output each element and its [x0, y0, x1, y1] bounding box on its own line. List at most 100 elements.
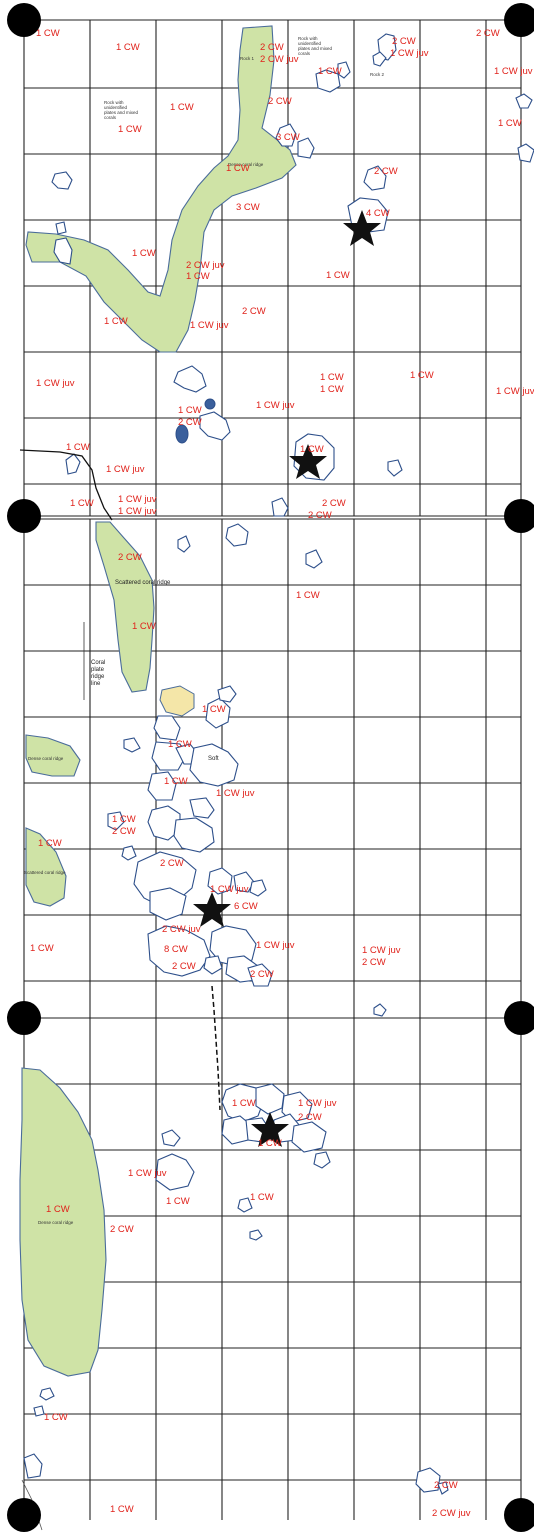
scattered-coral-ridge-left [25, 827, 67, 907]
cw-label: 1 CW [250, 1192, 274, 1203]
cw-label: 2 CW [374, 166, 398, 177]
star-marker-4 [251, 1112, 289, 1147]
feature-labels: Rock 1 Rock with unidentified plates and m… [24, 36, 385, 1225]
cw-label: 3 CW [236, 202, 260, 213]
feature-label: Coral plate ridge line [91, 660, 105, 687]
cw-label: 2 CW juv [432, 1508, 471, 1519]
cw-label: 1 CW juv [128, 1168, 167, 1179]
cw-label: 2 CW [434, 1480, 458, 1491]
cw-label: 2 CW [362, 957, 386, 968]
cw-label: 1 CW juv [210, 884, 249, 895]
cw-label: 1 CW juv [190, 320, 229, 331]
feature-label: Dense coral ridge [38, 1220, 74, 1225]
cw-label: 1 CW [164, 776, 188, 787]
cw-label: 1 CW [44, 1412, 68, 1423]
cw-label: 1 CW [170, 102, 194, 113]
cw-label: 8 CW [164, 944, 188, 955]
cw-label: 6 CW [234, 901, 258, 912]
cw-label: 1 CW juv [298, 1098, 337, 1109]
cw-label: 1 CW [46, 1204, 70, 1215]
feature-label: Soft [208, 756, 219, 762]
cw-label: 1 CW [132, 621, 156, 632]
feature-label: Rock with unidentified plates and mixed cor… [104, 100, 139, 120]
cw-label: 1 CW [318, 66, 342, 77]
cw-label: 2 CW juv [186, 260, 225, 271]
cw-label: 1 CW juv [256, 400, 295, 411]
cw-label: 2 CW [112, 826, 136, 837]
cw-label: 1 CW [118, 124, 142, 135]
feature-label: Rock 1 [240, 56, 255, 61]
cw-label: 1 CW [38, 838, 62, 849]
scattered-coral-ridge-mid [95, 521, 155, 693]
cw-label: 1 CW [498, 118, 522, 129]
cw-label: 2 CW [308, 510, 332, 521]
star-marker-3 [193, 892, 231, 927]
cw-label: 1 CW [410, 370, 434, 381]
feature-label: Rock with unidentified plates and mixed cor… [298, 36, 333, 56]
feature-label: Scattered coral ridge [24, 870, 66, 875]
feature-label: Dense coral ridge [228, 162, 264, 167]
cw-label: 1 CW [104, 316, 128, 327]
cw-label: 2 CW juv [260, 54, 299, 65]
cw-labels: 1 CW 1 CW 2 CW 2 CW juv 1 CW 2 CW 1 CW j… [30, 28, 534, 1519]
rocks [23, 33, 534, 1495]
cw-label: 2 CW [298, 1112, 322, 1123]
dense-coral-ridge-top [25, 25, 297, 353]
cw-label: 2 CW [392, 36, 416, 47]
cw-label: 1 CW [186, 271, 210, 282]
cw-label: 1 CW [320, 384, 344, 395]
cw-label: 1 CW juv [36, 378, 75, 389]
cw-label: 1 CW juv [106, 464, 145, 475]
coral-ridges [19, 25, 297, 1377]
cw-label: 2 CW [110, 1224, 134, 1235]
cw-label: 1 CW [202, 704, 226, 715]
cw-label: 2 CW [268, 96, 292, 107]
cw-label: 2 CW [160, 858, 184, 869]
cw-label: 1 CW [300, 444, 324, 455]
cw-label: 1 CW [70, 498, 94, 509]
cw-label: 1 CW juv [216, 788, 255, 799]
cw-label: 2 CW [476, 28, 500, 39]
markers-blue [175, 398, 216, 444]
cw-label: 1 CW [36, 28, 60, 39]
feature-label: Dense coral ridge [28, 756, 64, 761]
cw-label: 1 CW juv [362, 945, 401, 956]
cw-label: 1 CW juv [118, 506, 157, 517]
star-markers [193, 210, 381, 1147]
cw-label: 1 CW [168, 739, 192, 750]
cw-label: 1 CW [112, 814, 136, 825]
cw-label: 1 CW [116, 42, 140, 53]
cw-label: 2 CW [250, 969, 274, 980]
feature-label: Scattered coral ridge [115, 580, 171, 586]
star-marker-1 [343, 210, 381, 246]
feature-label: Rock 2 [370, 72, 385, 77]
cw-label: 1 CW juv [494, 66, 533, 77]
cw-label: 1 CW juv [256, 940, 295, 951]
cw-label: 1 CW [132, 248, 156, 259]
corner-markers [7, 3, 534, 1532]
cw-label: 1 CW [178, 405, 202, 416]
star-marker-2 [289, 444, 327, 479]
cw-label: 1 CW [66, 442, 90, 453]
cw-label: 2 CW [322, 498, 346, 509]
cw-label: 1 CW [258, 1138, 282, 1149]
sand-patch [159, 685, 195, 717]
cw-label: 1 CW juv [118, 494, 157, 505]
cw-label: 2 CW [260, 42, 284, 53]
cw-label: 1 CW [226, 163, 250, 174]
cw-label: 2 CW juv [162, 924, 201, 935]
dense-coral-ridge-bottom [19, 1067, 107, 1377]
cw-label: 1 CW [326, 270, 350, 281]
cw-label: 2 CW [178, 417, 202, 428]
cw-label: 2 CW [118, 552, 142, 563]
transect-lines [19, 449, 221, 1531]
cw-label: 1 CW [30, 943, 54, 954]
cw-label: 2 CW [172, 961, 196, 972]
dense-coral-ridge-mid [25, 734, 81, 777]
cw-label: 1 CW juv [390, 48, 429, 59]
cw-label: 1 CW [296, 590, 320, 601]
cw-label: 1 CW [110, 1504, 134, 1515]
cw-label: 4 CW [366, 208, 390, 219]
cw-label: 1 CW juv [496, 386, 534, 397]
